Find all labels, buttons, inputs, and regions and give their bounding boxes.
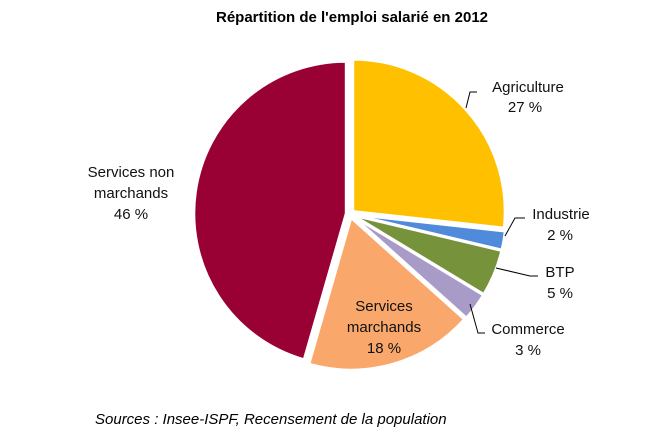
value-services-non-marchands: 46 % — [114, 206, 148, 223]
value-agriculture: 27 % — [508, 99, 542, 116]
leader-line-btp — [495, 267, 538, 277]
label-agriculture: Agriculture — [492, 79, 564, 96]
pie-slice-agriculture — [351, 58, 507, 230]
leader-line-industrie — [504, 217, 525, 237]
label-industrie: Industrie — [532, 206, 590, 223]
pie-slice-services-marchands — [307, 216, 466, 372]
value-btp: 5 % — [547, 285, 573, 302]
value-commerce: 3 % — [515, 342, 541, 359]
pie-slice-services-non-marchands — [192, 60, 348, 361]
source-note: Sources : Insee-ISPF, Recensement de la … — [95, 411, 447, 428]
pie — [192, 58, 507, 372]
value-services-marchands: 18 % — [367, 340, 401, 357]
label-services-marchands-line1: Services — [355, 298, 413, 315]
pie-slice-commerce — [351, 215, 485, 320]
leader-lines — [465, 91, 538, 334]
label-services-non-marchands-line2: marchands — [94, 185, 168, 202]
value-industrie: 2 % — [547, 227, 573, 244]
label-services-non-marchands-line1: Services non — [88, 164, 175, 181]
label-btp: BTP — [545, 264, 574, 281]
chart-title: Répartition de l'emploi salarié en 2012 — [216, 9, 488, 26]
label-services-marchands-line2: marchands — [347, 319, 421, 336]
label-commerce: Commerce — [491, 321, 564, 338]
leader-line-commerce — [469, 303, 485, 334]
leader-line-agriculture — [465, 91, 477, 109]
